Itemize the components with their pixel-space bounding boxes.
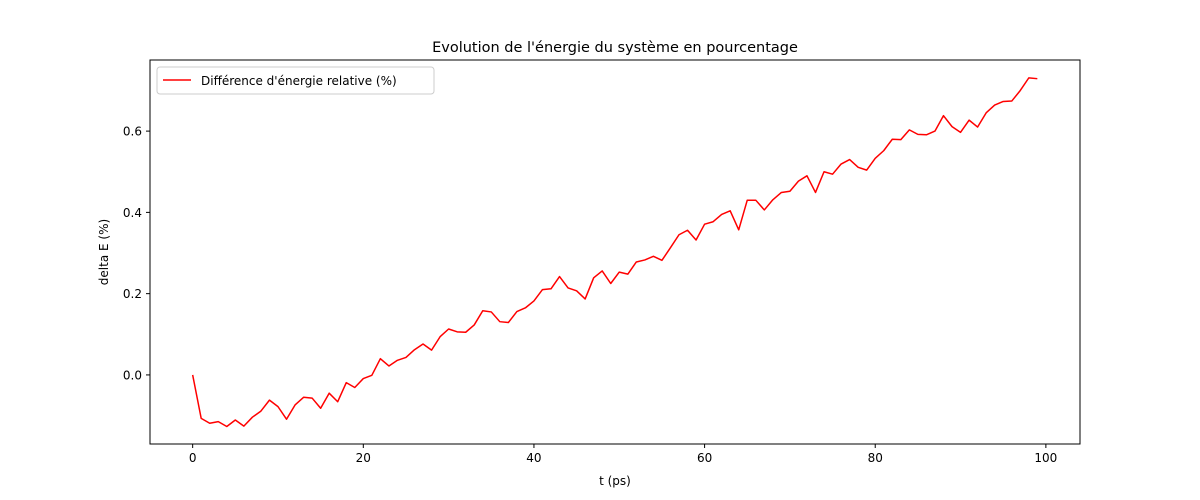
legend-label: Différence d'énergie relative (%): [201, 74, 397, 88]
x-tick-label: 60: [697, 451, 712, 465]
plot-area: [191, 77, 1038, 428]
y-tick-label: 0.2: [123, 287, 142, 301]
y-tick-label: 0.6: [123, 125, 142, 139]
y-axis: 0.0 0.2 0.4 0.6: [123, 125, 150, 382]
series-line: [191, 77, 1038, 428]
chart-title: Evolution de l'énergie du système en pou…: [432, 40, 798, 56]
legend: Différence d'énergie relative (%): [156, 66, 435, 95]
legend-box: [156, 66, 435, 95]
y-tick-label: 0.4: [123, 206, 142, 220]
y-axis-title: delta E (%): [97, 219, 111, 285]
x-tick-label: 20: [356, 451, 371, 465]
x-tick-label: 100: [1034, 451, 1057, 465]
y-tick-label: 0.0: [123, 368, 142, 382]
x-axis: 0 20 40 60 80 100: [189, 444, 1057, 465]
x-tick-label: 80: [868, 451, 883, 465]
x-tick-label: 40: [526, 451, 541, 465]
x-tick-label: 0: [189, 451, 197, 465]
x-axis-title: t (ps): [599, 474, 631, 488]
axes-frame: [149, 59, 1081, 445]
